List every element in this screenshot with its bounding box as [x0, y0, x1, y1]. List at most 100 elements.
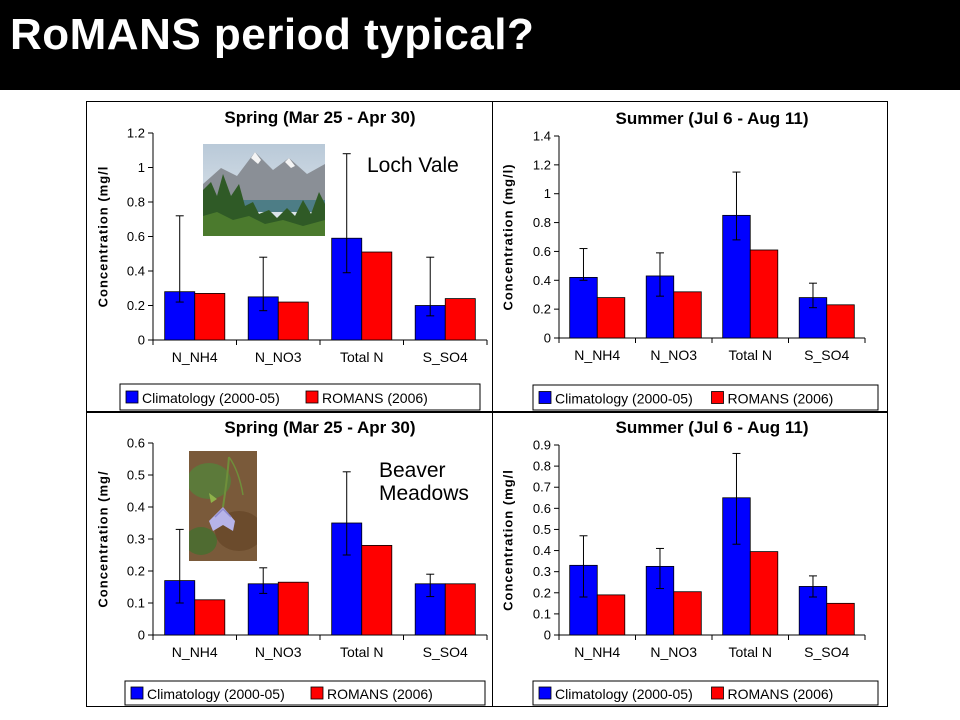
site-name-line: Loch Vale [367, 154, 459, 177]
bar-romans [194, 599, 226, 636]
site-name-line: Meadows [379, 482, 469, 505]
bar-romans [673, 591, 702, 636]
x-tick-label: S_SO4 [804, 644, 849, 660]
bar-romans [277, 301, 309, 341]
legend-label: Climatology (2000-05) [147, 686, 285, 702]
legend-label: ROMANS (2006) [327, 686, 433, 702]
chart-canvas: Spring (Mar 25 - Apr 30) Concentration (m… [96, 108, 488, 411]
title-bar: RoMANS period typical? [0, 0, 960, 90]
y-tick-label: 0.2 [533, 585, 551, 600]
chart-canvas: Summer (Jul 6 - Aug 11) Concentration (mg… [501, 109, 879, 411]
y-tick-label: 0.6 [533, 244, 551, 259]
y-tick-label: 0.6 [127, 436, 145, 451]
y-tick-label: 0.5 [127, 468, 145, 483]
x-tick-label: N_NH4 [172, 644, 218, 660]
x-tick-label: N_NO3 [650, 644, 697, 660]
site-label-beaver-meadows: Beaver Meadows [379, 459, 469, 505]
y-tick-label: 0.6 [533, 501, 551, 516]
bar-climatology [569, 276, 598, 339]
y-axis-label: Concentration (mg/l) [501, 163, 516, 310]
bar-climatology [645, 565, 675, 636]
bar-romans [596, 594, 626, 636]
x-tick-label: N_NH4 [574, 347, 620, 363]
legend-swatch [305, 390, 319, 404]
chart-spring-beaver-meadows: Spring (Mar 25 - Apr 30) Concentration (m… [86, 412, 494, 707]
legend-swatch [538, 686, 552, 700]
y-tick-label: 0.4 [533, 543, 551, 558]
chart-spring-loch-vale: Spring (Mar 25 - Apr 30) Concentration (m… [86, 101, 494, 412]
bar-romans [749, 249, 779, 339]
bar-romans [596, 297, 626, 339]
chart-summer-loch-vale: Summer (Jul 6 - Aug 11) Concentration (mg… [492, 101, 888, 412]
y-tick-label: 0.2 [533, 302, 551, 317]
legend-box [532, 384, 879, 411]
y-tick-label: 0.4 [127, 264, 145, 279]
bar-romans [194, 293, 226, 341]
legend-label: ROMANS (2006) [728, 686, 834, 702]
legend-label: ROMANS (2006) [728, 391, 834, 407]
y-tick-label: 0.4 [127, 500, 145, 515]
x-tick-label: Total N [340, 644, 384, 660]
mountain-lake-photo [203, 144, 325, 236]
x-tick-label: N_NH4 [172, 349, 218, 365]
legend-swatch [125, 390, 139, 404]
bar-romans [361, 251, 393, 341]
y-tick-label: 0.5 [533, 522, 551, 537]
y-axis-label: Concentration (mg/l [96, 166, 111, 308]
y-tick-label: 0.2 [127, 298, 145, 313]
legend-label: ROMANS (2006) [322, 390, 428, 406]
y-tick-label: 0.9 [533, 438, 551, 453]
y-tick-label: 0.1 [533, 606, 551, 621]
chart-summer-beaver-meadows: Summer (Jul 6 - Aug 11) Concentration (mg… [492, 412, 888, 707]
y-tick-label: 1 [138, 160, 145, 175]
x-tick-label: N_NO3 [650, 347, 697, 363]
x-tick-label: Total N [728, 347, 772, 363]
legend-label: Climatology (2000-05) [142, 390, 280, 406]
legend-swatch [310, 686, 324, 700]
legend-box [532, 680, 879, 706]
x-tick-label: S_SO4 [423, 349, 468, 365]
y-tick-label: 0.8 [127, 195, 145, 210]
y-tick-label: 0.3 [533, 564, 551, 579]
y-tick-label: 1.2 [533, 157, 551, 172]
y-axis-label: Concentration (mg/ [96, 470, 111, 607]
chart-canvas: Spring (Mar 25 - Apr 30) Concentration (m… [96, 418, 488, 706]
y-tick-label: 0.8 [533, 215, 551, 230]
x-tick-label: N_NO3 [255, 349, 302, 365]
y-tick-label: 0.2 [127, 564, 145, 579]
y-tick-label: 1 [544, 186, 551, 201]
site-name-line: Beaver [379, 459, 446, 482]
x-tick-label: N_NH4 [574, 644, 620, 660]
y-tick-label: 0.6 [127, 229, 145, 244]
bluebell-flower-photo [189, 451, 257, 561]
legend-box [119, 383, 481, 411]
x-tick-label: S_SO4 [423, 644, 468, 660]
x-tick-label: Total N [728, 644, 772, 660]
x-tick-label: S_SO4 [804, 347, 849, 363]
bar-romans [749, 551, 779, 636]
legend-swatch [711, 391, 724, 404]
y-tick-label: 0.8 [533, 459, 551, 474]
y-tick-label: 0 [544, 331, 551, 346]
legend-swatch [130, 686, 144, 700]
y-axis-label: Concentration (mg/l [501, 469, 516, 611]
y-tick-label: 0 [138, 628, 145, 643]
slide-title: RoMANS period typical? [10, 10, 535, 59]
y-tick-label: 1.4 [533, 129, 551, 144]
y-tick-label: 0 [544, 628, 551, 643]
chart-title: Summer (Jul 6 - Aug 11) [615, 418, 808, 437]
bar-romans [277, 581, 309, 636]
y-tick-label: 0.1 [127, 596, 145, 611]
bar-romans [444, 298, 476, 341]
legend-swatch [711, 686, 724, 700]
y-tick-label: 0.3 [127, 532, 145, 547]
chart-title: Summer (Jul 6 - Aug 11) [615, 109, 808, 128]
chart-title: Spring (Mar 25 - Apr 30) [224, 108, 415, 127]
bar-romans [673, 291, 702, 339]
legend-box [124, 680, 486, 706]
legend-swatch [538, 391, 552, 404]
y-tick-label: 0.7 [533, 480, 551, 495]
y-tick-label: 0 [138, 333, 145, 348]
y-tick-label: 0.4 [533, 273, 551, 288]
legend-label: Climatology (2000-05) [555, 686, 693, 702]
